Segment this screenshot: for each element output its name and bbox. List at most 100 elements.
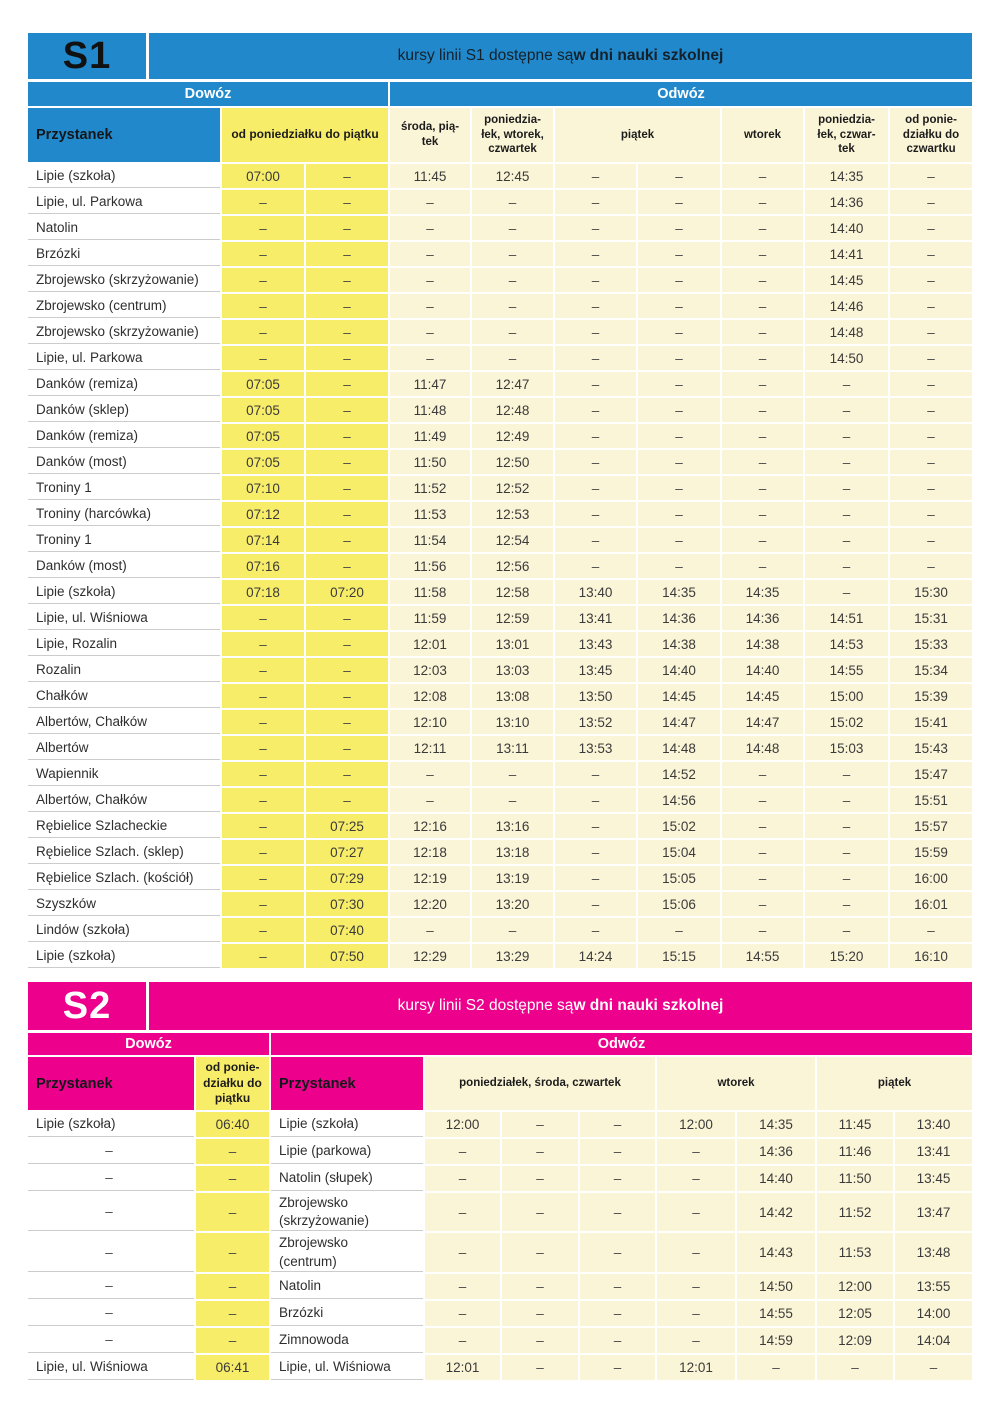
- odwoz-time-cell: 14:55: [722, 944, 806, 970]
- odwoz-time-cell: 11:49: [390, 424, 473, 450]
- odwoz-time-cell: –: [890, 190, 973, 216]
- dowoz-time-cell: –: [222, 866, 306, 892]
- dowoz-time-cell: –: [222, 710, 306, 736]
- odwoz-time-cell: –: [555, 346, 639, 372]
- odwoz-time-cell: 14:47: [638, 710, 723, 736]
- dowoz-time-cell: –: [196, 1166, 271, 1193]
- s1-odwoz-col-header-4: wtorek: [722, 108, 806, 164]
- s1-table-row: Albertów, Chałków – –12:10 13:10 13:52 14:47 1…: [28, 710, 973, 736]
- stop-cell: Troniny 1: [28, 528, 222, 554]
- dowoz-time-cell: –: [306, 164, 391, 190]
- odwoz-time-cell: –: [805, 554, 891, 580]
- odwoz-time-cell: 11:53: [817, 1233, 895, 1274]
- odwoz-time-cell: –: [890, 918, 973, 944]
- odwoz-time-cell: –: [638, 268, 723, 294]
- odwoz-time-cell: –: [580, 1273, 657, 1301]
- dowoz-time-cell: 07:14: [222, 528, 306, 554]
- odwoz-time-cell: –: [390, 190, 473, 216]
- odwoz-time-cell: –: [502, 1166, 580, 1193]
- odwoz-time-cell: 14:40: [722, 658, 806, 684]
- dowoz-time-cell: –: [306, 554, 391, 580]
- odwoz-time-cell: 12:09: [817, 1327, 895, 1355]
- s2-odwoz-header: Odwóz: [271, 1033, 973, 1057]
- odwoz-time-cell: 15:05: [638, 866, 723, 892]
- s2-table-row: – – Natolin – – – –14:50 12:00 13:55: [28, 1273, 973, 1301]
- odwoz-time-cell: 12:50: [472, 450, 556, 476]
- dowoz-time-cell: –: [196, 1273, 271, 1301]
- odwoz-stop-cell: Brzózki: [271, 1300, 425, 1328]
- dowoz-time-cell: –: [222, 632, 306, 658]
- dowoz-time-cell: –: [222, 840, 306, 866]
- dowoz-time-cell: 06:40: [196, 1112, 271, 1139]
- s1-table-row: Danków (sklep) 07:05–11:48 12:48– – – – –: [28, 398, 973, 424]
- s2-section: S2 kursy linii S2 dostępne są w dni nauk…: [28, 982, 973, 1382]
- odwoz-time-cell: –: [805, 892, 891, 918]
- odwoz-time-cell: 14:55: [737, 1300, 817, 1328]
- odwoz-time-cell: 11:50: [390, 450, 473, 476]
- s2-line-badge: S2: [28, 982, 146, 1030]
- odwoz-time-cell: 13:20: [472, 892, 556, 918]
- odwoz-time-cell: 14:38: [722, 632, 806, 658]
- odwoz-time-cell: –: [722, 814, 806, 840]
- dowoz-time-cell: 07:25: [306, 814, 391, 840]
- odwoz-time-cell: 15:04: [638, 840, 723, 866]
- s1-table-row: Zbrojewsko (centrum) – – – – – – –14:46–: [28, 294, 973, 320]
- dowoz-time-cell: –: [222, 320, 306, 346]
- stop-cell: Zbrojewsko (centrum): [28, 294, 222, 320]
- s1-table-row: Danków (most) 07:05–11:50 12:50– – – – –: [28, 450, 973, 476]
- dowoz-stop-cell: –: [28, 1233, 196, 1274]
- odwoz-time-cell: 15:00: [805, 684, 891, 710]
- odwoz-time-cell: –: [502, 1193, 580, 1234]
- odwoz-time-cell: 12:54: [472, 528, 556, 554]
- odwoz-time-cell: 12:53: [472, 502, 556, 528]
- s2-title-row: S2 kursy linii S2 dostępne są w dni nauk…: [28, 982, 972, 1030]
- odwoz-time-cell: 15:02: [638, 814, 723, 840]
- dowoz-time-cell: –: [306, 268, 391, 294]
- dowoz-time-cell: 07:16: [222, 554, 306, 580]
- dowoz-time-cell: –: [306, 658, 391, 684]
- odwoz-time-cell: –: [890, 450, 973, 476]
- odwoz-time-cell: 14:48: [805, 320, 891, 346]
- odwoz-time-cell: –: [555, 294, 639, 320]
- dowoz-time-cell: 07:29: [306, 866, 391, 892]
- dowoz-time-cell: –: [222, 684, 306, 710]
- odwoz-time-cell: –: [390, 346, 473, 372]
- odwoz-time-cell: –: [895, 1354, 973, 1382]
- odwoz-time-cell: –: [390, 216, 473, 242]
- odwoz-time-cell: –: [502, 1139, 580, 1166]
- s1-table-row: Chałków – –12:08 13:08 13:50 14:45 14:45 15:00 1…: [28, 684, 973, 710]
- s1-direction-row: Dowóz Odwóz: [28, 82, 973, 108]
- stop-cell: Lipie, Rozalin: [28, 632, 222, 658]
- odwoz-time-cell: –: [472, 242, 556, 268]
- odwoz-time-cell: –: [425, 1233, 502, 1274]
- odwoz-time-cell: –: [425, 1139, 502, 1166]
- odwoz-time-cell: –: [657, 1300, 737, 1328]
- stop-cell: Wapiennik: [28, 762, 222, 788]
- odwoz-time-cell: –: [472, 346, 556, 372]
- dowoz-time-cell: 07:05: [222, 450, 306, 476]
- odwoz-time-cell: –: [722, 216, 806, 242]
- odwoz-time-cell: 11:48: [390, 398, 473, 424]
- odwoz-time-cell: –: [890, 164, 973, 190]
- s1-table-row: Zbrojewsko (skrzyżowanie) – – – – – – –14:48–: [28, 320, 973, 346]
- s1-title-row: S1 kursy linii S1 dostępne są w dni nauk…: [28, 33, 972, 79]
- odwoz-time-cell: 15:02: [805, 710, 891, 736]
- odwoz-time-cell: 12:48: [472, 398, 556, 424]
- s2-dowoz-header: Dowóz: [28, 1033, 271, 1057]
- stop-cell: Rozalin: [28, 658, 222, 684]
- odwoz-time-cell: –: [805, 866, 891, 892]
- odwoz-time-cell: –: [638, 216, 723, 242]
- odwoz-time-cell: –: [580, 1327, 657, 1355]
- odwoz-time-cell: –: [657, 1139, 737, 1166]
- s2-table-row: – – Zbrojewsko (centrum) – – – –14:43 11:53 13:4…: [28, 1233, 973, 1274]
- s1-table-row: Lipie, Rozalin – –12:01 13:01 13:43 14:38 14:3…: [28, 632, 973, 658]
- odwoz-time-cell: –: [555, 762, 639, 788]
- s1-table-row: Danków (remiza) 07:05–11:49 12:49– – – – –: [28, 424, 973, 450]
- odwoz-time-cell: –: [425, 1166, 502, 1193]
- odwoz-time-cell: 11:54: [390, 528, 473, 554]
- odwoz-time-cell: 12:00: [657, 1112, 737, 1139]
- odwoz-time-cell: 13:11: [472, 736, 556, 762]
- odwoz-time-cell: –: [472, 216, 556, 242]
- dowoz-time-cell: 06:41: [196, 1354, 271, 1382]
- dowoz-time-cell: 07:05: [222, 372, 306, 398]
